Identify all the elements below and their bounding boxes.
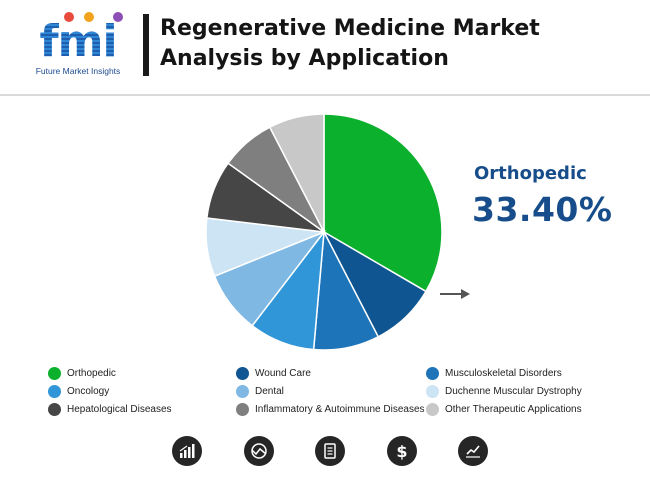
legend-swatch [236,402,249,416]
legend-swatch [426,402,439,416]
legend-item: Wound Care [236,364,311,382]
footer-icons: $ [0,436,650,470]
legend-label: Duchenne Muscular Dystrophy [445,385,582,397]
legend-label: Dental [255,385,284,397]
pie-slice-orthopedic [323,113,443,293]
legend-swatch [236,384,249,398]
logo-tagline: Future Market Insights [35,66,121,76]
legend-item: Other Therapeutic Applications [426,400,582,418]
logo-dot-icon [64,12,74,22]
callout-arrow [440,289,470,299]
legend-label: Inflammatory & Autoimmune Diseases [255,403,425,415]
legend-label: Wound Care [255,367,311,379]
title-line-1: Regenerative Medicine Market [160,16,540,41]
svg-text:$: $ [396,442,407,460]
legend-swatch [426,384,439,398]
pie-slice-other-therapeutic-applications [268,113,325,233]
callout-value: 33.40% [472,190,613,229]
legend-swatch [48,366,61,380]
page-title: Regenerative Medicine Market Analysis by… [160,14,620,74]
legend-item: Musculoskeletal Disorders [426,364,562,382]
legend-label: Orthopedic [67,367,116,379]
legend-label: Other Therapeutic Applications [445,403,582,415]
legend-item: Hepatological Diseases [48,400,172,418]
legend-label: Musculoskeletal Disorders [445,367,562,379]
legend-label: Hepatological Diseases [67,403,172,415]
pie-chart [205,113,470,351]
line-chart-icon[interactable] [458,436,488,466]
legend-label: Oncology [67,385,110,397]
title-line-2: Analysis by Application [160,46,449,71]
header-rule [0,94,650,96]
header: fmi Future Market Insights Regenerative … [0,0,650,96]
legend-swatch [48,402,61,416]
bar-chart-icon[interactable] [172,436,202,466]
legend-swatch [48,384,61,398]
legend-item: Orthopedic [48,364,116,382]
legend-swatch [236,366,249,380]
callout-label: Orthopedic [474,163,587,184]
dollar-icon[interactable]: $ [387,436,417,466]
logo-dot-icon [113,12,123,22]
legend-item: Oncology [48,382,109,400]
report-icon[interactable] [315,436,345,466]
logo-dot-icon [84,12,94,22]
title-divider [143,14,149,76]
legend-item: Duchenne Muscular Dystrophy [426,382,582,400]
arrow-head [461,289,470,299]
legend-swatch [426,366,439,380]
globe-trend-icon[interactable] [244,436,274,466]
legend-item: Dental [236,382,284,400]
logo-wordmark: fmi [22,16,134,73]
fmi-logo: fmi Future Market Insights [22,10,134,78]
chart-legend: Orthopedic Wound Care Musculoskeletal Diso… [48,364,638,420]
logo-wordmark-graphic: fmi [39,16,117,67]
pie-slices [205,113,443,351]
legend-item: Inflammatory & Autoimmune Diseases [236,400,425,418]
logo-text: fmi [39,18,116,64]
